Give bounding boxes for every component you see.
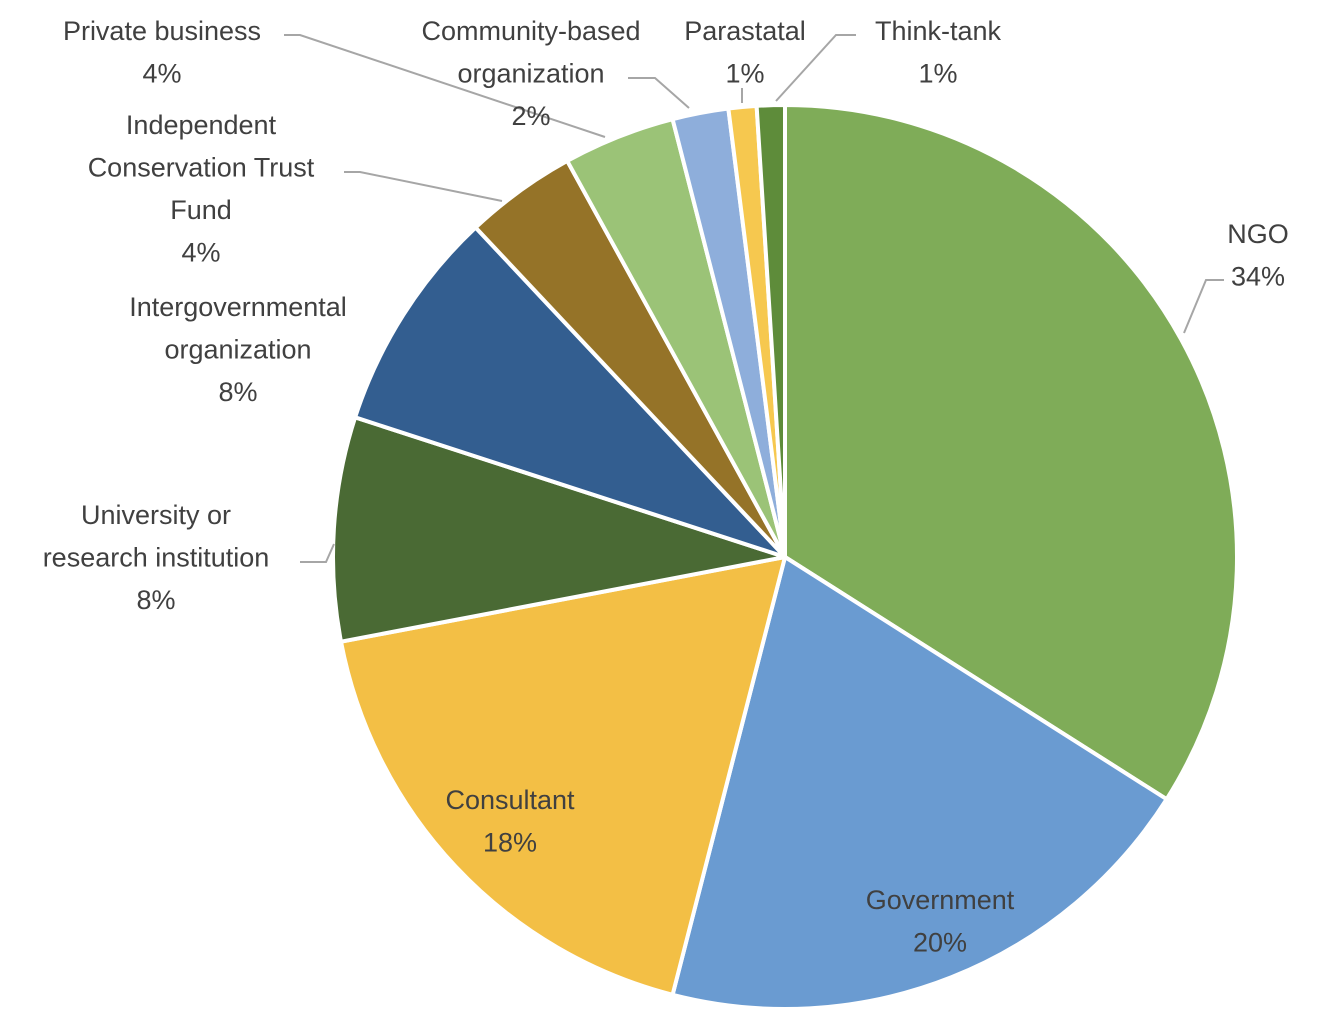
pie-slices bbox=[331, 102, 1239, 1009]
category-label-line: Conservation Trust bbox=[88, 153, 315, 183]
category-label-line: research institution bbox=[43, 543, 270, 573]
value-label: 1% bbox=[918, 59, 957, 89]
leader-lines bbox=[284, 34, 1224, 563]
value-label: 8% bbox=[136, 585, 175, 615]
leader-line-independent-conservation-trust-fund bbox=[344, 171, 503, 202]
slice-university-or-research-institution bbox=[331, 415, 787, 644]
value-label: 34% bbox=[1231, 262, 1285, 292]
value-label: 20% bbox=[913, 928, 967, 958]
leader-line-private-business bbox=[284, 34, 606, 138]
value-label: 18% bbox=[483, 828, 537, 858]
label-community-based-organization: Community-based organization 2% bbox=[421, 16, 640, 131]
category-label-line: Consultant bbox=[445, 785, 575, 815]
label-ngo: NGO 34% bbox=[1227, 219, 1289, 292]
category-label-line: organization bbox=[164, 335, 311, 365]
slice-government bbox=[670, 555, 1169, 1009]
label-consultant: Consultant 18% bbox=[445, 785, 575, 858]
leader-line-think-tank bbox=[775, 34, 856, 102]
label-private-business: Private business 4% bbox=[63, 16, 261, 89]
category-label-line: Parastatal bbox=[684, 16, 806, 46]
category-label-line: Private business bbox=[63, 16, 261, 46]
slice-labels: NGO 34% Government 20% Consultant 18% Universi… bbox=[43, 16, 1289, 958]
category-label-line: University or bbox=[81, 500, 231, 530]
value-label: 4% bbox=[142, 59, 181, 89]
label-think-tank: Think-tank 1% bbox=[875, 16, 1002, 89]
leader-line-university-or-research-institution bbox=[300, 543, 335, 563]
category-label-line: Community-based bbox=[421, 16, 640, 46]
category-label-line: NGO bbox=[1227, 219, 1289, 249]
category-label-line: Independent bbox=[126, 110, 277, 140]
value-label: 4% bbox=[181, 238, 220, 268]
category-label-line: organization bbox=[457, 59, 604, 89]
label-independent-conservation-trust-fund: Independent Conservation Trust Fund 4% bbox=[88, 110, 315, 268]
value-label: 2% bbox=[511, 101, 550, 131]
category-label-line: Government bbox=[866, 885, 1015, 915]
slice-intergovernmental-organization bbox=[353, 225, 787, 559]
label-intergovernmental-organization: Intergovernmental organization 8% bbox=[129, 292, 347, 407]
value-label: 1% bbox=[725, 59, 764, 89]
slice-consultant bbox=[339, 555, 787, 997]
leader-line-ngo bbox=[1183, 279, 1224, 334]
label-parastatal: Parastatal 1% bbox=[684, 16, 806, 89]
slice-think-tank bbox=[754, 102, 787, 559]
label-university-or-research-institution: University or research institution 8% bbox=[43, 500, 270, 615]
category-label-line: Fund bbox=[170, 195, 232, 225]
value-label: 8% bbox=[218, 377, 257, 407]
slice-ngo bbox=[783, 103, 1239, 802]
category-label-line: Intergovernmental bbox=[129, 292, 347, 322]
leader-line-community-based-organization bbox=[628, 77, 690, 109]
category-label-line: Think-tank bbox=[875, 16, 1002, 46]
label-government: Government 20% bbox=[866, 885, 1015, 958]
